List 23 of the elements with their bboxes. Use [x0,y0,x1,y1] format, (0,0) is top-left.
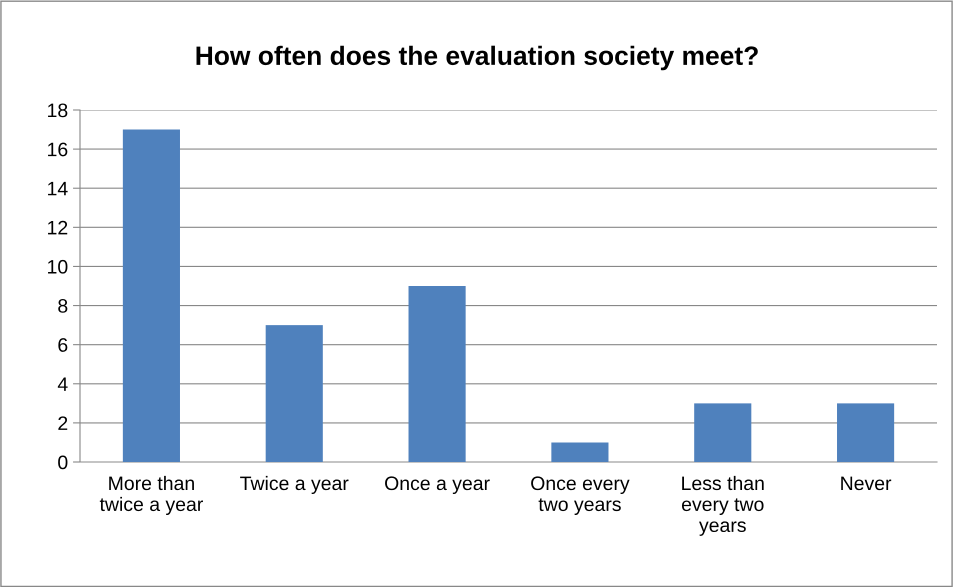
y-tick-label: 8 [58,299,68,313]
x-tick-label: Twice a year [240,476,349,494]
x-tick-label: More than twice a year [100,476,203,515]
bar [266,325,323,462]
x-tick-label: Once every two years [531,476,630,515]
y-tick-label: 4 [58,377,68,391]
bar [837,403,894,462]
bar [408,286,466,462]
y-tick-label: 6 [58,338,68,352]
y-tick-label: 14 [48,182,68,196]
y-tick-label: 18 [48,103,68,118]
x-tick-label: Never [841,476,892,490]
bar [694,403,752,462]
y-tick-label: 16 [48,142,68,156]
bar [122,130,180,462]
x-tick-label: Less than every two years [682,476,764,536]
y-tick-label: 10 [48,260,68,274]
y-tick-label: 12 [48,220,68,234]
chart-title: How often does the evaluation society meet? [196,46,758,70]
x-tick-label: Once a year [385,476,490,494]
y-tick-label: 0 [58,455,68,470]
y-tick-label: 2 [58,416,68,430]
bar [551,442,608,462]
